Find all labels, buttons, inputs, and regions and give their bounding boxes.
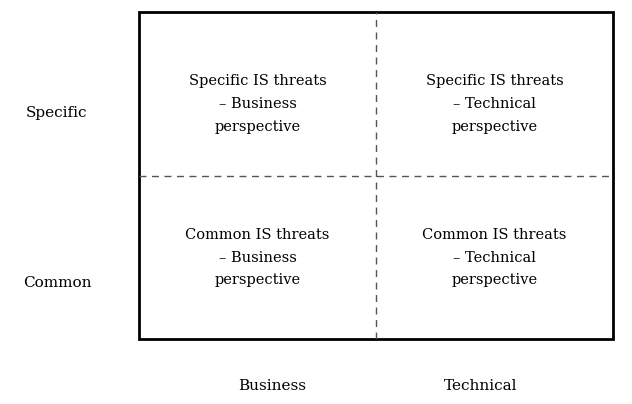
Text: Specific IS threats
– Business
perspective: Specific IS threats – Business perspecti… <box>189 74 326 134</box>
Text: Specific: Specific <box>26 106 88 120</box>
Text: Common IS threats
– Business
perspective: Common IS threats – Business perspective <box>185 228 330 287</box>
Text: Specific IS threats
– Technical
perspective: Specific IS threats – Technical perspect… <box>426 74 563 134</box>
Text: Common: Common <box>23 276 91 290</box>
Text: Business: Business <box>238 379 306 393</box>
Text: Technical: Technical <box>444 379 517 393</box>
Text: Common IS threats
– Technical
perspective: Common IS threats – Technical perspectiv… <box>422 228 567 287</box>
